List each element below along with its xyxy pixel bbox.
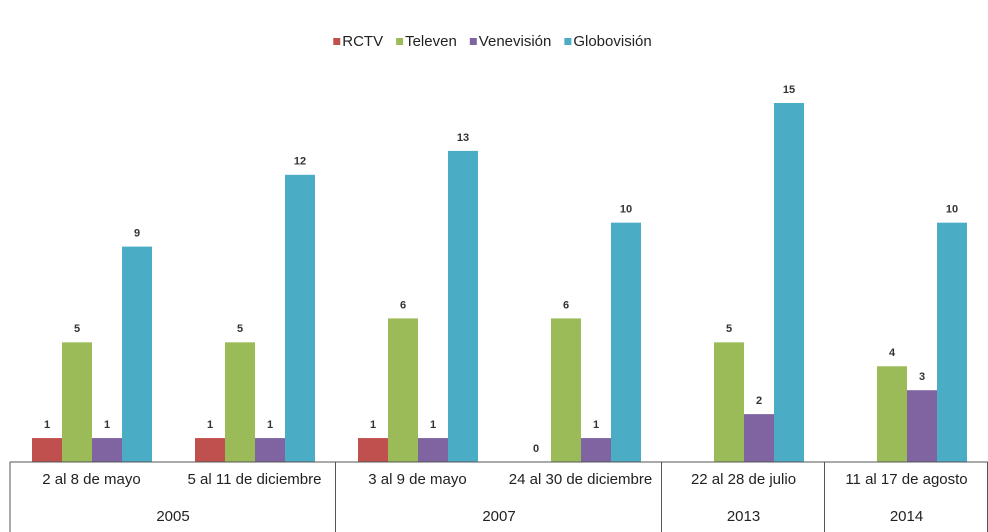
value-label: 5 xyxy=(726,323,732,335)
value-label: 2 xyxy=(756,395,762,407)
value-label: 1 xyxy=(104,419,110,431)
group-label: 2013 xyxy=(727,508,760,525)
legend-swatch xyxy=(396,38,404,45)
bar xyxy=(418,438,448,462)
x-tick-label: 22 al 28 de julio xyxy=(691,471,796,488)
value-label: 6 xyxy=(400,299,406,311)
value-label: 1 xyxy=(430,419,436,431)
bar xyxy=(744,414,774,462)
bar xyxy=(551,318,581,462)
value-label: 5 xyxy=(237,323,243,335)
value-label: 4 xyxy=(889,347,896,359)
x-tick-label: 2 al 8 de mayo xyxy=(42,471,140,488)
x-tick-label: 5 al 11 de diciembre xyxy=(188,471,322,488)
bar xyxy=(611,222,641,462)
legend-label: RCTV xyxy=(342,33,383,50)
legend-swatch xyxy=(564,38,572,45)
legend-swatch xyxy=(469,38,477,45)
value-label: 3 xyxy=(919,371,925,383)
bar xyxy=(62,342,92,462)
bar xyxy=(92,438,122,462)
x-tick-label: 11 al 17 de agosto xyxy=(845,471,967,488)
value-label: 9 xyxy=(134,228,140,240)
bar xyxy=(714,342,744,462)
bar xyxy=(225,342,255,462)
value-label: 5 xyxy=(74,323,80,335)
value-label: 10 xyxy=(620,204,632,216)
bar xyxy=(581,438,611,462)
legend-label: Venevisión xyxy=(479,33,552,50)
legend-label: Globovisión xyxy=(573,33,651,50)
x-tick-label: 24 al 30 de diciembre xyxy=(509,471,652,488)
x-tick-label: 3 al 9 de mayo xyxy=(368,471,466,488)
value-label: 1 xyxy=(370,419,376,431)
bar xyxy=(774,103,804,462)
bar xyxy=(358,438,388,462)
bar xyxy=(907,390,937,462)
value-label: 0 xyxy=(533,443,539,455)
value-label: 6 xyxy=(563,299,569,311)
bar xyxy=(122,246,152,462)
group-label: 2007 xyxy=(482,508,515,525)
value-label: 10 xyxy=(946,204,958,216)
group-label: 2014 xyxy=(890,508,923,525)
bar xyxy=(877,366,907,462)
value-label: 12 xyxy=(294,156,306,168)
bar xyxy=(285,174,315,463)
bar xyxy=(195,438,225,462)
bar xyxy=(388,318,418,462)
group-label: 2005 xyxy=(156,508,189,525)
value-label: 1 xyxy=(44,419,50,431)
value-label: 13 xyxy=(457,132,469,144)
bar xyxy=(448,150,478,462)
bar xyxy=(32,438,62,462)
value-label: 1 xyxy=(593,419,599,431)
value-label: 1 xyxy=(207,419,213,431)
bar xyxy=(937,222,967,462)
bar xyxy=(255,438,285,462)
legend-label: Televen xyxy=(405,33,457,50)
value-label: 1 xyxy=(267,419,273,431)
legend-swatch xyxy=(333,38,341,45)
value-label: 15 xyxy=(783,84,795,96)
